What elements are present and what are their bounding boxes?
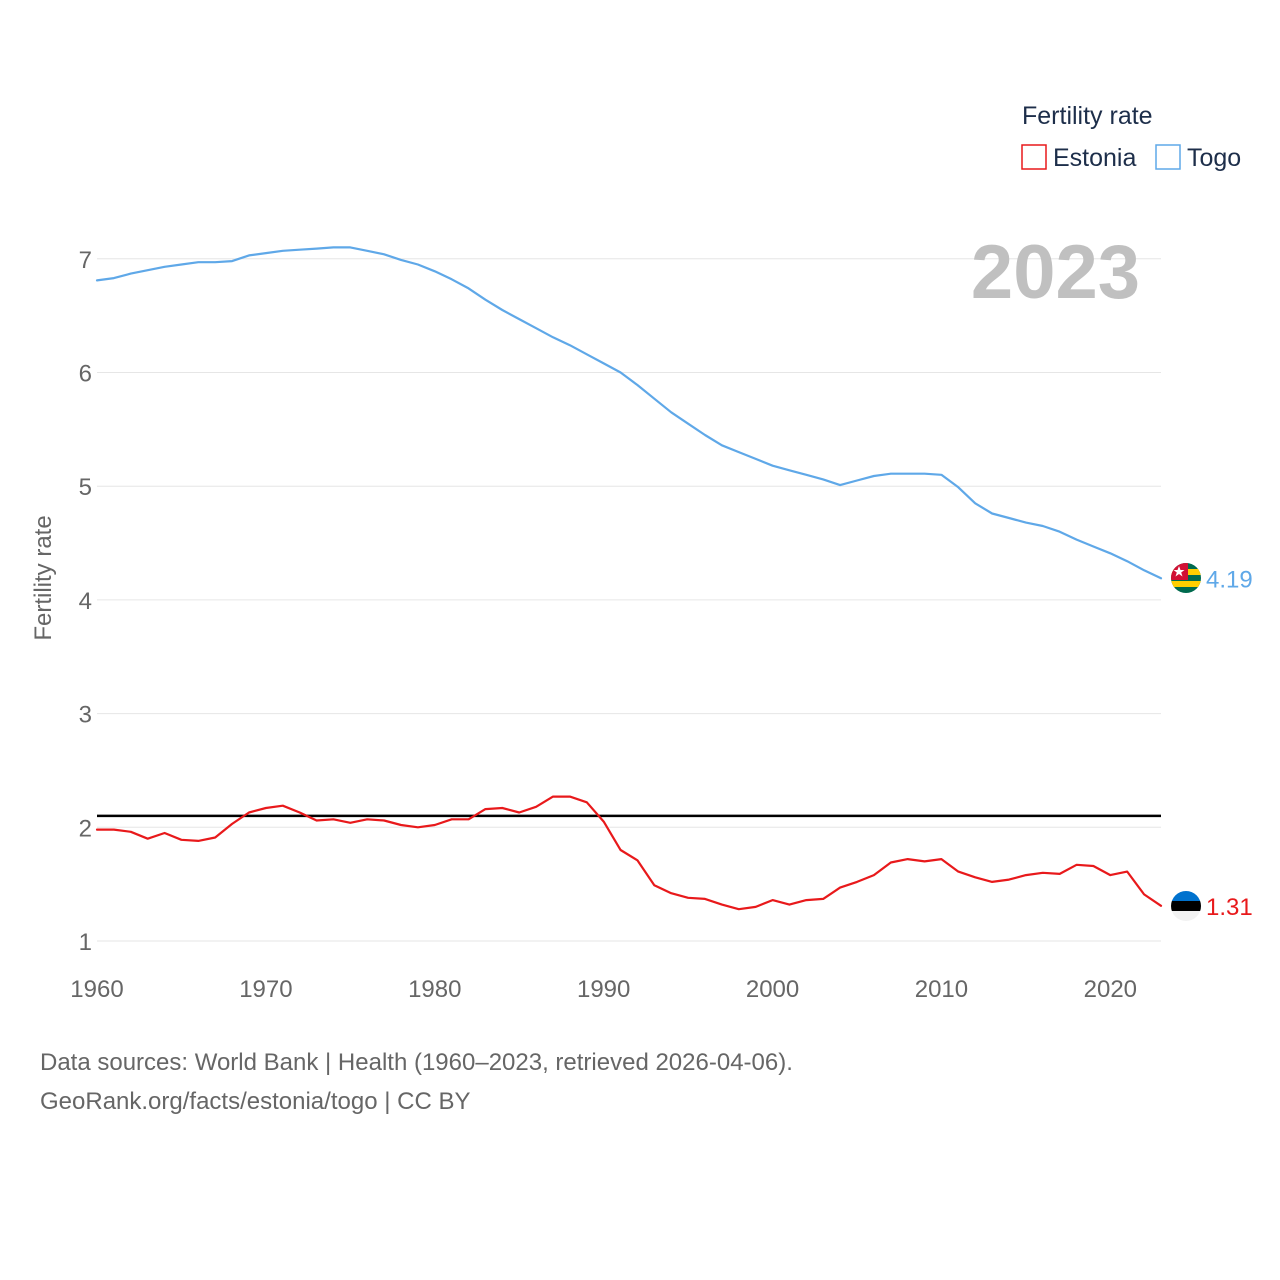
y-tick-label: 2 bbox=[79, 815, 92, 842]
series-lines bbox=[95, 246, 1163, 911]
x-tick-label: 1990 bbox=[577, 976, 630, 1003]
end-value-label-togo: 4.19 bbox=[1206, 566, 1253, 593]
source-line-1: Data sources: World Bank | Health (1960–… bbox=[40, 1049, 793, 1076]
grid-lines bbox=[97, 258, 1161, 942]
y-axis-label: Fertility rate bbox=[30, 515, 57, 640]
y-axis-ticks: 1 2 3 4 5 6 7 bbox=[79, 247, 92, 956]
togo-flag-icon bbox=[1171, 563, 1201, 593]
y-tick-label: 7 bbox=[79, 247, 92, 274]
y-tick-label: 1 bbox=[79, 929, 92, 956]
end-value-label-estonia: 1.31 bbox=[1206, 894, 1253, 921]
x-axis-ticks: 1960 1970 1980 1990 2000 2010 2020 bbox=[70, 976, 1137, 1003]
x-tick-label: 2000 bbox=[746, 976, 799, 1003]
y-tick-label: 4 bbox=[79, 588, 92, 615]
legend: Fertility rate Estonia Togo bbox=[1021, 102, 1241, 172]
series-line-togo bbox=[95, 246, 1163, 580]
year-label: 2023 bbox=[971, 230, 1140, 315]
legend-swatch-togo[interactable] bbox=[1155, 144, 1181, 170]
source-link[interactable]: GeoRank.org/facts/estonia/togo | CC BY bbox=[40, 1088, 471, 1115]
x-tick-label: 2010 bbox=[915, 976, 968, 1003]
x-tick-label: 1970 bbox=[239, 976, 292, 1003]
legend-label-estonia[interactable]: Estonia bbox=[1053, 144, 1136, 172]
series-line-estonia bbox=[95, 795, 1163, 911]
series-end-markers: 4.19 1.31 bbox=[1206, 566, 1253, 920]
source-note: Data sources: World Bank | Health (1960–… bbox=[40, 1043, 793, 1121]
y-tick-label: 3 bbox=[79, 702, 92, 729]
x-tick-label: 2020 bbox=[1084, 976, 1137, 1003]
legend-swatch-estonia[interactable] bbox=[1021, 144, 1047, 170]
legend-title: Fertility rate bbox=[1022, 102, 1153, 130]
legend-label-togo[interactable]: Togo bbox=[1187, 144, 1241, 172]
y-tick-label: 6 bbox=[79, 361, 92, 388]
y-tick-label: 5 bbox=[79, 474, 92, 501]
x-tick-label: 1960 bbox=[70, 976, 123, 1003]
estonia-flag-icon bbox=[1171, 891, 1201, 921]
fertility-rate-chart: 1 2 3 4 5 6 7 1960 1970 1980 1990 2000 2010 2020 4.1… bbox=[30, 102, 1253, 1003]
x-tick-label: 1980 bbox=[408, 976, 461, 1003]
